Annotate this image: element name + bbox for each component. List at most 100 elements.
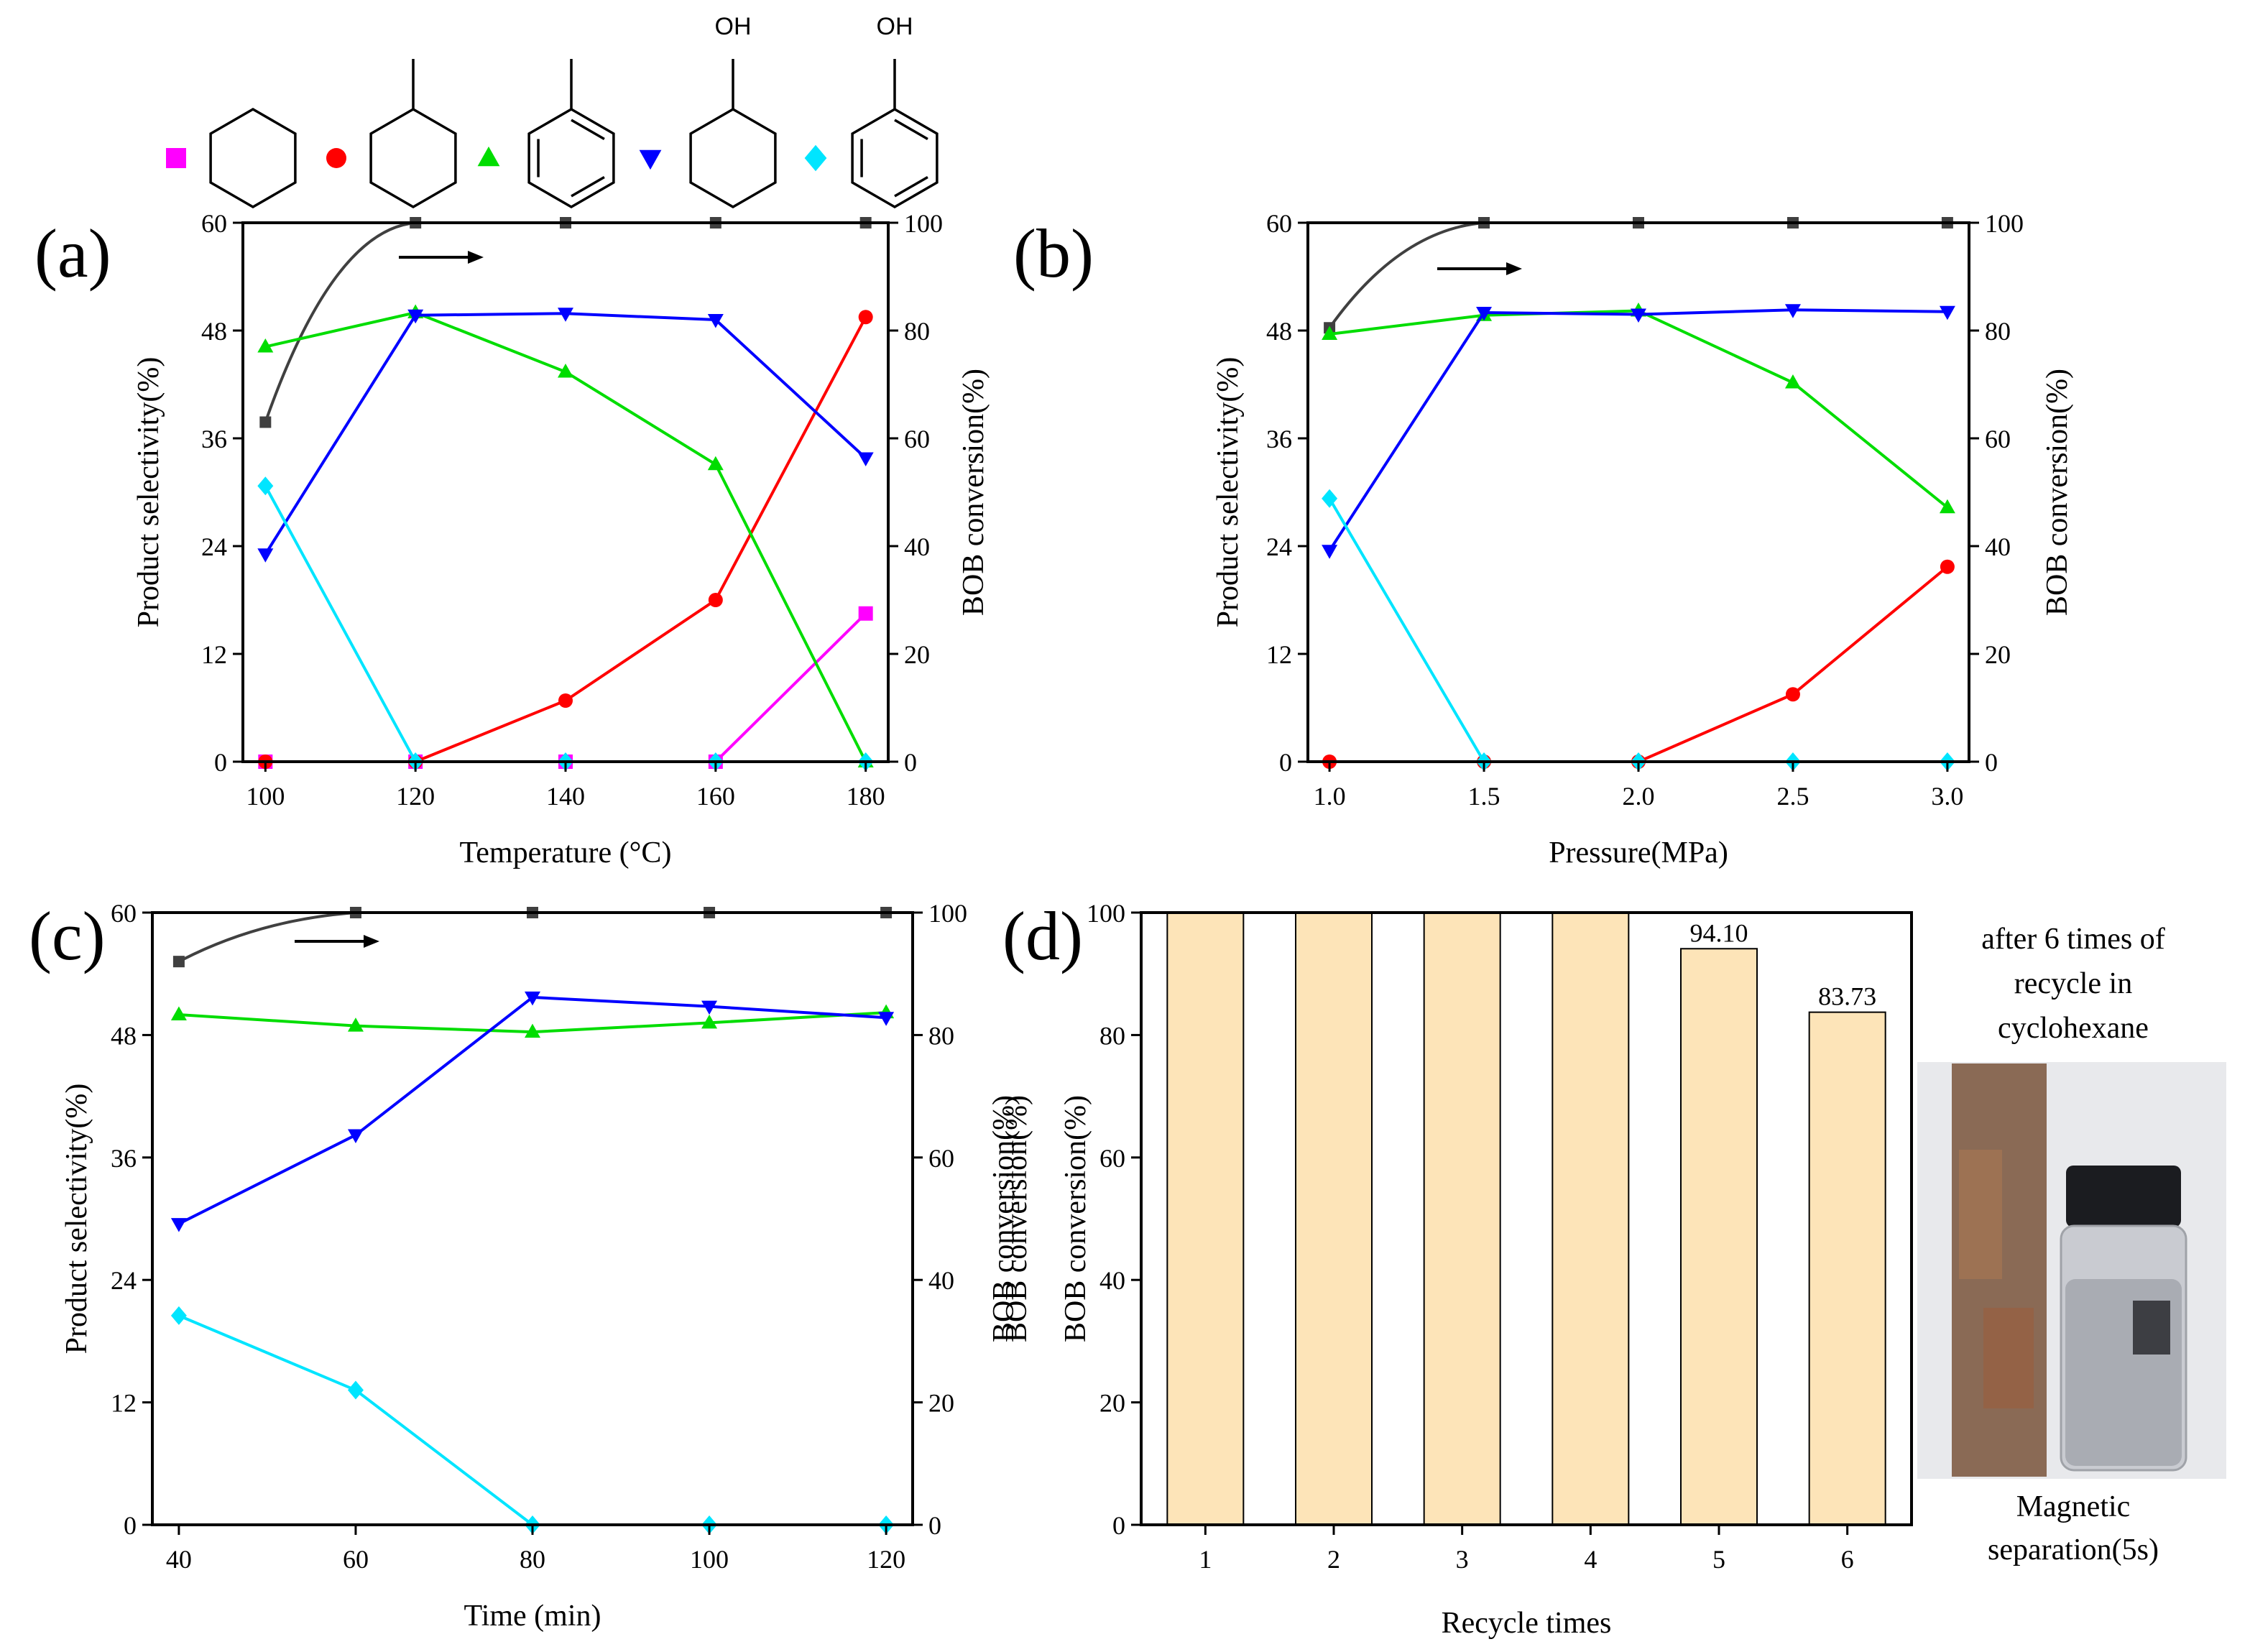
molecule-methylcyclohexane-icon xyxy=(369,107,457,209)
recycle-bar xyxy=(1166,912,1245,1526)
toluene-point xyxy=(1322,326,1338,340)
toluene-point xyxy=(558,364,573,378)
y-tick-label: 36 xyxy=(201,425,227,453)
rust-patch xyxy=(1959,1150,2002,1279)
cyclohexanol-point xyxy=(257,548,274,563)
toluene-point xyxy=(701,1014,718,1029)
x-axis-label: Recycle times xyxy=(1442,1607,1612,1640)
x-axis-label: Time (min) xyxy=(464,1600,601,1633)
x-tick-label: 120 xyxy=(867,1545,905,1574)
photo-caption-top: after 6 times of xyxy=(1981,923,2164,956)
photo-caption-bottom: Magnetic xyxy=(2016,1490,2131,1523)
methylcyclohexane-point xyxy=(1940,559,1955,574)
y2-tick-label: 0 xyxy=(904,748,917,777)
aromatic-bond xyxy=(894,176,928,198)
toluene-point xyxy=(1939,499,1955,514)
y-axis-label: Product selectivity(%) xyxy=(1212,357,1245,628)
molecule-cyclohexanol-icon xyxy=(689,107,777,209)
conversion-point xyxy=(172,956,185,968)
phenol-point xyxy=(1322,489,1338,508)
y2-tick-label: 40 xyxy=(904,532,930,561)
toluene-point xyxy=(525,1023,540,1038)
recycle-bar xyxy=(1295,912,1373,1526)
molecule-cyclohexane-icon xyxy=(209,107,297,209)
x-tick-label: 80 xyxy=(520,1545,545,1574)
y-tick-label: 0 xyxy=(1279,748,1292,777)
x-tick-label: 1.5 xyxy=(1468,782,1500,811)
cyclohexanol-point xyxy=(347,1129,364,1144)
legend-marker-phenol xyxy=(804,144,827,172)
y-tick-label: 12 xyxy=(201,640,227,669)
methylcyclohexane-line xyxy=(1329,566,1949,763)
vial-label-patch xyxy=(2133,1301,2170,1355)
x-tick-label: 120 xyxy=(396,782,435,811)
magnet-photo-panel: after 6 times of recycle in cyclohexane Mag… xyxy=(1917,923,2226,1566)
y2-axis-label: BOB conversion(%) xyxy=(987,1095,1020,1342)
y2-tick-label: 20 xyxy=(1985,640,2011,669)
cyclohexanol-point xyxy=(558,308,573,322)
x-tick-label: 100 xyxy=(690,1545,729,1574)
x-axis-label: Temperature (°C) xyxy=(460,836,672,869)
y2-tick-label: 100 xyxy=(928,899,967,928)
y2-tick-label: 100 xyxy=(904,209,943,238)
y2-tick-label: 0 xyxy=(928,1511,941,1540)
cyclohexanol-point xyxy=(407,309,424,324)
molecule-legend: OH OH xyxy=(166,13,939,209)
bar-value-label: 94.10 xyxy=(1690,918,1748,947)
y-axis-label: Product selectivity(%) xyxy=(132,357,165,628)
panel-a: 0 12 24 36 48 60 0 20 40 60 80 100 100 120 140 160 180 Te… xyxy=(34,209,990,869)
cyclohexanol-point xyxy=(1784,304,1801,318)
methylcyclohexane-point xyxy=(858,310,873,325)
recycle-bar xyxy=(1808,1011,1886,1526)
y-tick-label: 48 xyxy=(201,317,227,346)
x-tick-label: 180 xyxy=(847,782,885,811)
cyclohexanol-point xyxy=(170,1218,187,1232)
y-tick-label: 60 xyxy=(111,899,137,928)
x-tick-label: 6 xyxy=(1841,1545,1854,1574)
hydroxyl-label: OH xyxy=(715,13,752,40)
y-tick-label: 12 xyxy=(111,1389,137,1418)
cyclohexanol-point xyxy=(878,1012,895,1026)
bar-value-label: 83.73 xyxy=(1818,982,1876,1011)
cyclohexanol-point xyxy=(1476,307,1493,321)
cyclohexanol-line xyxy=(1328,308,1947,552)
y-tick-label: 60 xyxy=(1266,209,1292,238)
aromatic-bond xyxy=(571,119,605,140)
photo-caption-bottom: separation(5s) xyxy=(1988,1533,2159,1566)
rust-patch xyxy=(1983,1308,2034,1408)
x-tick-label: 160 xyxy=(696,782,735,811)
panel-letter: (a) xyxy=(34,215,111,292)
panel-b: 0 12 24 36 48 60 0 20 40 60 80 100 1.0 1.5 2.0 2.5 3.0 Pr… xyxy=(1013,209,2074,869)
cyclohexanol-point xyxy=(525,991,540,1006)
y2-axis-label: BOB conversion(%) xyxy=(2041,369,2074,616)
cyclohexanol-point xyxy=(707,314,724,328)
cyclohexanol-point xyxy=(701,1000,718,1015)
y-tick-label: 40 xyxy=(1099,1266,1125,1295)
phenol-point xyxy=(257,476,274,496)
x-tick-label: 2.0 xyxy=(1623,782,1655,811)
phenol-line xyxy=(178,1314,887,1526)
y2-tick-label: 0 xyxy=(1985,748,1998,777)
y2-axis-label: BOB conversion(%) xyxy=(1000,1095,1033,1342)
y-tick-label: 36 xyxy=(1266,425,1292,453)
x-tick-label: 3 xyxy=(1456,1545,1469,1574)
plot-frame xyxy=(241,221,890,763)
legend-marker-cyclohexanol xyxy=(639,149,662,170)
aromatic-bond xyxy=(894,119,928,140)
recycle-bar xyxy=(1423,912,1501,1526)
y-axis-label: BOB conversion(%) xyxy=(1059,1095,1092,1342)
arrow-head xyxy=(364,935,379,948)
legend-marker-toluene xyxy=(477,146,500,167)
x-tick-label: 2 xyxy=(1327,1545,1340,1574)
panel-letter: (b) xyxy=(1013,215,1094,292)
photo-caption-top: recycle in xyxy=(2014,967,2132,1000)
panel-letter: (c) xyxy=(29,897,106,974)
y-tick-label: 60 xyxy=(201,209,227,238)
y2-tick-label: 40 xyxy=(1985,532,2011,561)
y2-tick-label: 60 xyxy=(1985,425,2011,453)
photo-caption-top: cyclohexane xyxy=(1998,1012,2149,1045)
conversion-line xyxy=(177,911,887,963)
x-tick-label: 40 xyxy=(166,1545,192,1574)
